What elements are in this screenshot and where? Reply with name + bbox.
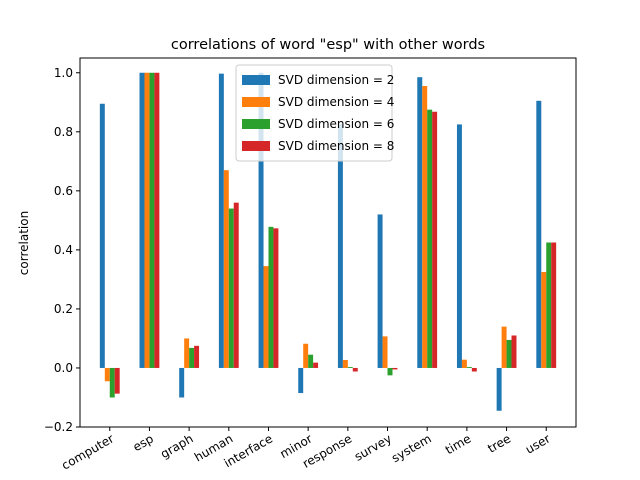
bar-minor-series-1 — [298, 367, 304, 394]
y-axis-title: correlation — [17, 211, 31, 275]
bar-system-series-2 — [422, 86, 428, 368]
plot-frame — [79, 57, 577, 428]
bar-survey-series-3 — [387, 367, 393, 376]
bar-graph-series-3 — [189, 347, 195, 368]
bar-esp-series-4 — [154, 72, 160, 368]
y-tick-label: 0.4 — [54, 243, 73, 257]
bar-esp-series-2 — [144, 72, 150, 368]
bar-user-series-1 — [536, 100, 542, 368]
bar-time-series-3 — [466, 367, 472, 368]
y-axis: −0.2 0.0 0.2 0.4 0.6 0.8 1.0 — [44, 66, 80, 434]
bar-computer-series-2 — [104, 367, 110, 382]
bar-computer-series-1 — [99, 103, 105, 368]
bar-graph-series-1 — [179, 367, 185, 398]
legend-swatch-series-1 — [242, 75, 270, 85]
legend-box — [235, 64, 393, 162]
bar-graph-series-2 — [184, 338, 190, 368]
legend-label-series-2: SVD dimension = 4 — [278, 95, 394, 109]
y-tick-label: −0.2 — [44, 420, 73, 434]
bar-time-series-2 — [461, 359, 467, 368]
x-tick-label-esp: esp — [130, 431, 155, 454]
bar-computer-series-3 — [109, 367, 115, 398]
bar-minor-series-3 — [308, 354, 314, 368]
bar-interface-series-4 — [273, 228, 279, 368]
bar-interface-series-2 — [263, 266, 269, 368]
legend-swatch-series-3 — [242, 119, 270, 129]
bar-time-series-1 — [456, 124, 462, 368]
bar-minor-series-4 — [313, 362, 319, 368]
y-tick-label: 0.2 — [54, 302, 73, 316]
bar-human-series-2 — [223, 170, 229, 368]
bar-esp-series-1 — [139, 72, 145, 368]
x-tick-label-system: system — [389, 431, 434, 465]
bar-esp-series-3 — [149, 72, 155, 368]
bar-tree-series-4 — [511, 335, 517, 368]
bar-tree-series-1 — [496, 367, 502, 411]
bar-response-series-1 — [337, 124, 343, 368]
y-tick-label: 0.8 — [54, 125, 73, 139]
y-tick-label: 1.0 — [54, 66, 73, 80]
bar-time-series-4 — [471, 367, 477, 372]
x-tick-label-user: user — [523, 431, 553, 456]
x-tick-label-graph: graph — [158, 431, 195, 461]
bar-system-series-4 — [432, 111, 438, 368]
bar-survey-series-1 — [377, 214, 383, 368]
bar-interface-series-1 — [258, 72, 264, 368]
bar-response-series-2 — [342, 359, 348, 368]
bar-response-series-4 — [352, 367, 358, 372]
chart-title: correlations of word "esp" with other wo… — [171, 37, 485, 53]
bar-tree-series-3 — [506, 339, 512, 368]
bar-graph-series-4 — [194, 345, 200, 368]
bars-layer — [99, 72, 557, 411]
y-tick-label: 0.6 — [54, 184, 73, 198]
legend-swatch-series-4 — [242, 141, 270, 151]
legend-label-series-4: SVD dimension = 8 — [278, 139, 394, 153]
legend-label-series-1: SVD dimension = 2 — [278, 73, 394, 87]
legend-swatch-series-2 — [242, 97, 270, 107]
x-tick-label-tree: tree — [485, 431, 513, 455]
bar-human-series-4 — [233, 202, 239, 368]
bar-system-series-3 — [427, 109, 433, 368]
bar-user-series-4 — [551, 242, 557, 368]
bar-minor-series-2 — [303, 343, 309, 368]
x-tick-label-computer: computer — [59, 431, 116, 472]
bar-human-series-3 — [228, 208, 234, 368]
bar-tree-series-2 — [501, 326, 507, 368]
legend-label-series-3: SVD dimension = 6 — [278, 117, 394, 131]
x-tick-label-time: time — [443, 431, 473, 457]
bar-survey-series-2 — [382, 336, 388, 368]
bar-system-series-1 — [417, 77, 423, 368]
bar-user-series-2 — [541, 272, 547, 368]
legend: SVD dimension = 2 SVD dimension = 4 SVD di… — [235, 64, 394, 162]
bar-response-series-3 — [347, 367, 353, 368]
y-tick-label: 0.0 — [54, 361, 73, 375]
bar-survey-series-4 — [392, 367, 398, 370]
bar-user-series-3 — [546, 242, 552, 368]
bar-interface-series-3 — [268, 226, 274, 368]
bar-human-series-1 — [218, 73, 224, 368]
x-tick-label-survey: survey — [352, 431, 394, 463]
bar-computer-series-4 — [114, 367, 120, 394]
